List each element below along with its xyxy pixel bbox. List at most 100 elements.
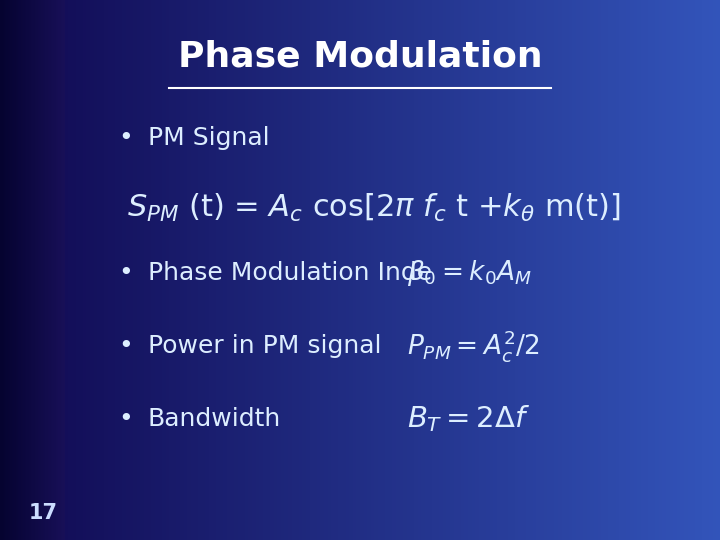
Bar — [162, 0, 166, 540]
Bar — [29, 0, 32, 540]
Bar — [648, 0, 652, 540]
Bar — [677, 0, 680, 540]
Bar — [198, 0, 202, 540]
Bar — [367, 0, 371, 540]
Bar — [436, 0, 439, 540]
Bar — [392, 0, 396, 540]
Bar — [580, 0, 583, 540]
Bar — [450, 0, 454, 540]
Text: $\beta_0 = k_0A_M$: $\beta_0 = k_0A_M$ — [407, 258, 532, 288]
Bar — [256, 0, 259, 540]
Bar — [576, 0, 580, 540]
Bar — [461, 0, 464, 540]
Bar — [601, 0, 605, 540]
Bar — [122, 0, 126, 540]
Bar — [220, 0, 223, 540]
Bar — [328, 0, 331, 540]
Bar — [385, 0, 389, 540]
Bar — [32, 0, 34, 540]
Bar — [522, 0, 526, 540]
Bar — [223, 0, 227, 540]
Bar — [52, 0, 53, 540]
Bar — [65, 0, 68, 540]
Bar — [137, 0, 140, 540]
Bar — [0, 0, 1, 540]
Bar — [166, 0, 169, 540]
Bar — [169, 0, 173, 540]
Bar — [42, 0, 44, 540]
Bar — [0, 0, 4, 540]
Bar — [234, 0, 238, 540]
Bar — [652, 0, 655, 540]
Bar — [364, 0, 367, 540]
Text: •: • — [119, 126, 133, 150]
Bar — [396, 0, 400, 540]
Bar — [230, 0, 234, 540]
Bar — [400, 0, 403, 540]
Bar — [353, 0, 356, 540]
Bar — [108, 0, 112, 540]
Bar — [27, 0, 29, 540]
Bar — [151, 0, 155, 540]
Bar — [306, 0, 310, 540]
Bar — [8, 0, 9, 540]
Bar — [493, 0, 497, 540]
Bar — [698, 0, 702, 540]
Bar — [104, 0, 108, 540]
Bar — [40, 0, 43, 540]
Bar — [374, 0, 378, 540]
Bar — [443, 0, 446, 540]
Bar — [281, 0, 284, 540]
Bar — [529, 0, 533, 540]
Bar — [407, 0, 410, 540]
Bar — [515, 0, 518, 540]
Bar — [565, 0, 569, 540]
Bar — [670, 0, 673, 540]
Bar — [76, 0, 79, 540]
Bar — [37, 0, 39, 540]
Bar — [551, 0, 554, 540]
Bar — [310, 0, 313, 540]
Bar — [25, 0, 29, 540]
Bar — [14, 0, 18, 540]
Bar — [472, 0, 475, 540]
Bar — [4, 0, 5, 540]
Bar — [274, 0, 277, 540]
Bar — [194, 0, 198, 540]
Bar — [320, 0, 324, 540]
Bar — [259, 0, 263, 540]
Bar — [335, 0, 338, 540]
Bar — [680, 0, 684, 540]
Bar — [187, 0, 191, 540]
Bar — [119, 0, 122, 540]
Bar — [50, 0, 54, 540]
Bar — [50, 0, 52, 540]
Bar — [554, 0, 558, 540]
Bar — [410, 0, 414, 540]
Bar — [30, 0, 31, 540]
Bar — [21, 0, 22, 540]
Bar — [544, 0, 547, 540]
Bar — [342, 0, 346, 540]
Bar — [382, 0, 385, 540]
Bar — [155, 0, 158, 540]
Bar — [86, 0, 90, 540]
Bar — [48, 0, 49, 540]
Bar — [90, 0, 94, 540]
Bar — [24, 0, 26, 540]
Bar — [277, 0, 281, 540]
Bar — [45, 0, 47, 540]
Bar — [72, 0, 76, 540]
Bar — [112, 0, 115, 540]
Text: Bandwidth: Bandwidth — [148, 407, 281, 430]
Bar — [454, 0, 457, 540]
Bar — [245, 0, 248, 540]
Bar — [540, 0, 544, 540]
Bar — [14, 0, 16, 540]
Bar — [497, 0, 500, 540]
Text: •: • — [119, 334, 133, 357]
Bar — [10, 0, 12, 540]
Bar — [18, 0, 22, 540]
Bar — [58, 0, 61, 540]
Bar — [216, 0, 220, 540]
